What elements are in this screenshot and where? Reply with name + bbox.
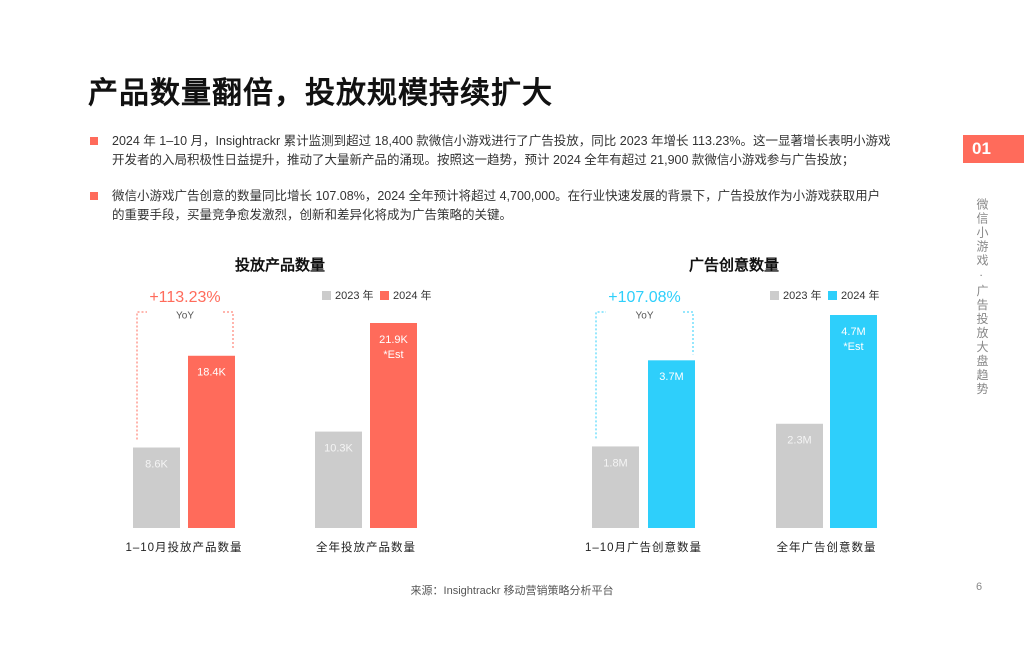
bar — [592, 446, 639, 528]
section-label: 微信小游戏 · 广告投放大盘趋势 — [975, 198, 989, 397]
yoy-label: YoY — [176, 311, 194, 322]
legend-label: 2024 年 — [393, 288, 432, 302]
category-label: 全年投放产品数量 — [316, 540, 416, 554]
section-tab: 01 — [963, 135, 1024, 163]
value-label: 4.7M — [841, 326, 865, 338]
value-label: 8.6K — [145, 458, 168, 470]
estimate-note: *Est — [383, 349, 403, 361]
legend-swatch — [322, 291, 331, 300]
bar — [648, 360, 695, 528]
legend-swatch — [770, 291, 779, 300]
value-label: 2.3M — [787, 435, 811, 447]
chart-title: 广告创意数量 — [689, 256, 779, 274]
value-label: 21.9K — [379, 334, 408, 346]
bar — [315, 431, 362, 528]
bar — [188, 355, 235, 528]
legend-label: 2023 年 — [335, 288, 374, 302]
page-number: 6 — [976, 581, 983, 593]
bullet: 2024 年 1–10 月，Insightrackr 累计监测到超过 18,40… — [90, 132, 892, 170]
category-label: 1–10月投放产品数量 — [125, 540, 242, 554]
category-label: 1–10月广告创意数量 — [585, 540, 702, 554]
bar — [830, 315, 877, 528]
legend-label: 2024 年 — [841, 288, 880, 302]
yoy-change: +107.08% — [608, 289, 681, 306]
estimate-note: *Est — [843, 341, 863, 353]
value-label: 3.7M — [659, 371, 683, 383]
value-label: 10.3K — [324, 442, 353, 454]
bar — [776, 423, 823, 528]
value-label: 18.4K — [197, 367, 226, 379]
bar — [133, 447, 180, 528]
bar — [370, 323, 417, 528]
source: 来源：Insightrackr 移动营销策略分析平台 — [410, 585, 614, 597]
legend-label: 2023 年 — [783, 288, 822, 302]
legend-swatch — [380, 291, 389, 300]
yoy-bracket — [595, 311, 694, 439]
page-title: 产品数量翻倍，投放规模持续扩大 — [88, 77, 553, 110]
chart-title: 投放产品数量 — [235, 256, 325, 274]
value-label: 1.8M — [603, 457, 627, 469]
yoy-label: YoY — [636, 311, 654, 322]
category-label: 全年广告创意数量 — [777, 540, 877, 554]
bullet: 微信小游戏广告创意的数量同比增长 107.08%，2024 全年预计将超过 4,… — [90, 187, 892, 225]
yoy-change: +113.23% — [149, 289, 220, 306]
legend-swatch — [828, 291, 837, 300]
yoy-bracket — [136, 311, 234, 440]
